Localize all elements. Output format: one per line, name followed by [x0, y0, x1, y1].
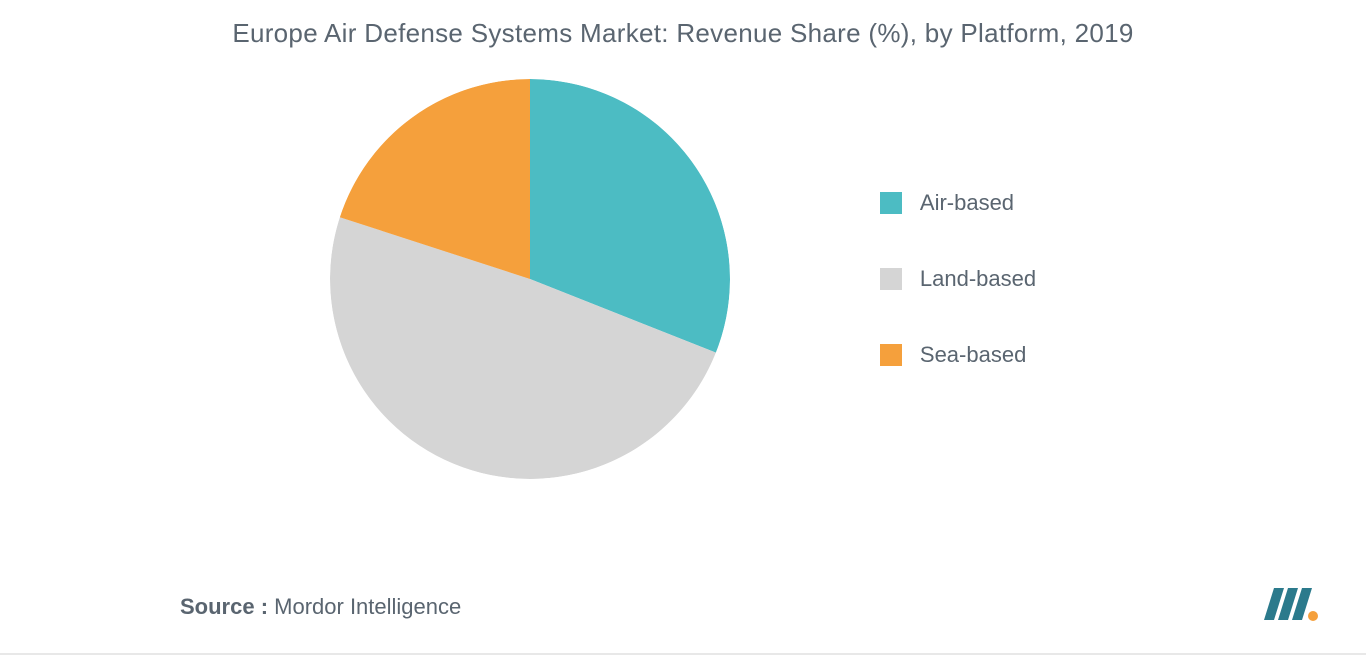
brand-logo: [1261, 580, 1321, 625]
legend-label: Air-based: [920, 190, 1014, 216]
pie-chart: [330, 79, 730, 479]
pie-wrapper: [330, 79, 730, 479]
chart-body: Air-based Land-based Sea-based: [0, 79, 1366, 479]
source-line: Source : Mordor Intelligence: [180, 594, 461, 620]
legend-swatch: [880, 344, 902, 366]
legend-item: Sea-based: [880, 342, 1036, 368]
legend-label: Land-based: [920, 266, 1036, 292]
legend-swatch: [880, 268, 902, 290]
source-value: Mordor Intelligence: [268, 594, 461, 619]
source-label: Source :: [180, 594, 268, 619]
legend-item: Air-based: [880, 190, 1036, 216]
legend-swatch: [880, 192, 902, 214]
legend-label: Sea-based: [920, 342, 1026, 368]
legend-item: Land-based: [880, 266, 1036, 292]
legend: Air-based Land-based Sea-based: [880, 190, 1036, 368]
chart-title: Europe Air Defense Systems Market: Reven…: [0, 0, 1366, 49]
